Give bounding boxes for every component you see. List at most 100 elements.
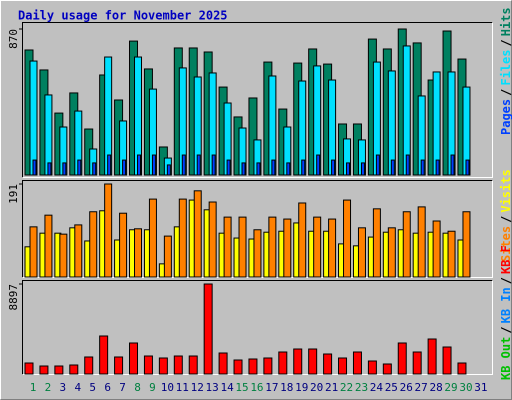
bar xyxy=(412,351,422,375)
x-tick-label: 4 xyxy=(74,381,81,394)
bar xyxy=(193,190,202,278)
bar xyxy=(457,362,467,375)
bar xyxy=(241,162,246,176)
x-tick-label: 29 xyxy=(444,381,457,394)
bar xyxy=(119,212,128,278)
bar xyxy=(293,348,303,375)
bar xyxy=(59,233,68,278)
bar xyxy=(405,154,410,176)
bar xyxy=(114,356,124,375)
bar xyxy=(69,364,79,375)
bar xyxy=(218,352,228,375)
bar xyxy=(62,162,67,176)
bar xyxy=(129,342,139,375)
bar xyxy=(328,218,337,278)
bar xyxy=(166,164,171,176)
bar xyxy=(196,154,201,176)
bar xyxy=(89,211,98,278)
x-tick-label: 16 xyxy=(250,381,263,394)
bar xyxy=(271,159,276,176)
bar xyxy=(256,162,261,176)
bar xyxy=(465,159,470,176)
bar xyxy=(301,159,306,176)
bar xyxy=(417,206,426,278)
bar xyxy=(178,198,187,278)
legend: Sites / Visits xyxy=(499,169,512,262)
legend-entry: Files xyxy=(499,50,512,86)
bar xyxy=(29,226,38,278)
bar xyxy=(343,199,352,278)
bar xyxy=(397,342,407,375)
bar xyxy=(323,353,333,375)
x-tick-label: 30 xyxy=(459,381,472,394)
legend-separator: / xyxy=(499,89,512,96)
bar xyxy=(122,159,127,176)
x-tick-label: 17 xyxy=(265,381,278,394)
bar xyxy=(158,357,168,375)
x-tick-label: 24 xyxy=(370,381,384,394)
x-tick-label: 12 xyxy=(191,381,204,394)
bar xyxy=(346,162,351,176)
chart-title: Daily usage for November 2025 xyxy=(18,9,228,23)
bar xyxy=(188,355,198,375)
bar xyxy=(450,154,455,176)
x-tick-label: 26 xyxy=(400,381,413,394)
bar xyxy=(248,97,258,176)
panel-border xyxy=(22,280,493,375)
bar xyxy=(137,154,142,176)
x-tick-label: 15 xyxy=(235,381,248,394)
bar xyxy=(92,162,97,176)
panel-border xyxy=(22,22,493,178)
y-tick-label: 870 xyxy=(7,29,20,49)
bar xyxy=(181,154,186,176)
bar xyxy=(151,154,156,176)
legend-entry: KB F xyxy=(499,245,512,274)
legend-separator: / xyxy=(499,277,512,284)
bar xyxy=(298,202,307,278)
x-tick-label: 8 xyxy=(134,381,141,394)
legend-entry: Visits xyxy=(499,169,512,212)
x-tick-label: 23 xyxy=(355,381,368,394)
bar xyxy=(248,358,258,375)
bar xyxy=(74,224,83,278)
bar xyxy=(77,159,82,176)
legend-entry: KB Out xyxy=(499,337,512,380)
bar xyxy=(163,235,172,278)
x-tick-label: 25 xyxy=(385,381,398,394)
bar xyxy=(148,198,157,278)
bar xyxy=(223,216,232,278)
panel-border xyxy=(22,22,493,178)
bar xyxy=(420,159,425,176)
bar xyxy=(54,365,64,375)
x-tick-label: 27 xyxy=(415,381,428,394)
bar xyxy=(107,154,112,176)
legend-entry: Hits xyxy=(499,7,512,36)
bar xyxy=(233,359,243,375)
bar xyxy=(226,159,231,176)
bar xyxy=(432,71,441,176)
bar xyxy=(331,159,336,176)
y-tick-label: 8897 xyxy=(7,284,20,311)
x-tick-label: 22 xyxy=(340,381,353,394)
bar xyxy=(313,216,322,278)
bar xyxy=(382,363,392,375)
bar xyxy=(208,201,217,278)
bar xyxy=(338,357,348,375)
x-tick-label: 21 xyxy=(325,381,338,394)
bar xyxy=(442,346,452,375)
bar xyxy=(84,356,94,375)
y-tick-label: 191 xyxy=(7,184,20,204)
bar xyxy=(316,154,321,176)
bar xyxy=(134,228,143,278)
x-tick-label: 2 xyxy=(45,381,52,394)
bar xyxy=(432,220,441,278)
bar xyxy=(211,154,216,176)
bar xyxy=(39,365,49,375)
x-tick-label: 10 xyxy=(161,381,174,394)
legend-entry: Sites xyxy=(499,226,512,262)
x-tick-label: 18 xyxy=(280,381,293,394)
bar xyxy=(203,283,213,375)
bar xyxy=(390,159,395,176)
